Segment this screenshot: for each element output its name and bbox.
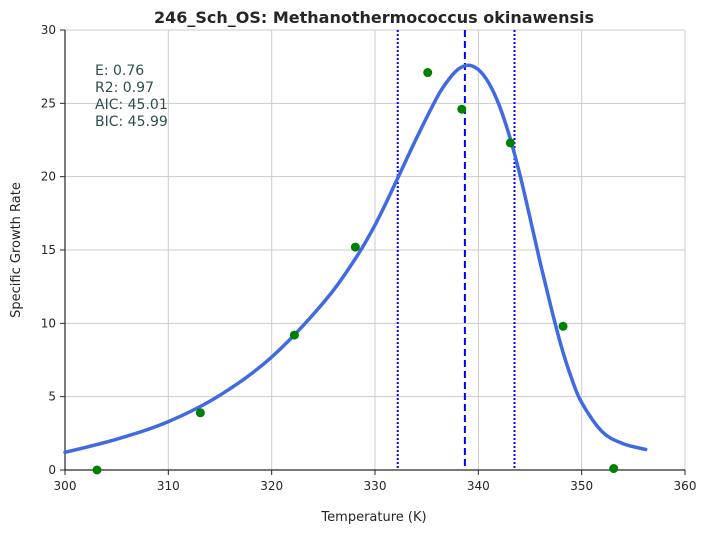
x-tick-labels: 300 310 320 330 340 350 360 xyxy=(54,479,697,493)
x-tick-label: 350 xyxy=(570,479,593,493)
y-tick-label: 20 xyxy=(41,170,56,184)
axes xyxy=(60,29,686,475)
observed-point xyxy=(92,465,102,475)
x-tick-label: 320 xyxy=(260,479,283,493)
stats-annotation: E: 0.76 R2: 0.97 AIC: 45.01 BIC: 45.99 xyxy=(95,63,168,130)
y-tick-labels: 0 5 10 15 20 25 30 xyxy=(41,23,56,477)
x-tick-label: 360 xyxy=(674,479,697,493)
observed-point xyxy=(423,68,433,78)
y-tick-label: 25 xyxy=(41,96,56,110)
x-tick-label: 330 xyxy=(364,479,387,493)
x-tick-label: 340 xyxy=(467,479,490,493)
observed-point xyxy=(558,321,568,331)
observed-point xyxy=(609,464,619,474)
x-tick-label: 300 xyxy=(54,479,77,493)
stat-aic: AIC: 45.01 xyxy=(95,97,168,113)
observed-point xyxy=(505,138,515,148)
y-tick-label: 0 xyxy=(48,463,56,477)
reference-lines xyxy=(396,30,516,470)
observed-points-layer xyxy=(92,68,619,475)
observed-point xyxy=(289,330,299,340)
observed-point xyxy=(457,104,467,114)
chart-title: 246_Sch_OS: Methanothermococcus okinawen… xyxy=(154,8,594,27)
x-tick-label: 310 xyxy=(157,479,180,493)
y-tick-label: 10 xyxy=(41,316,56,330)
y-tick-label: 15 xyxy=(41,243,56,257)
stat-r2: R2: 0.97 xyxy=(95,80,154,96)
observed-point xyxy=(195,408,205,418)
observed-point xyxy=(350,242,360,252)
y-tick-label: 30 xyxy=(41,23,56,37)
grid-lines xyxy=(64,29,686,471)
y-tick-label: 5 xyxy=(48,390,56,404)
x-axis-label: Temperature (K) xyxy=(320,510,426,525)
stat-e: E: 0.76 xyxy=(95,63,144,79)
stat-bic: BIC: 45.99 xyxy=(95,114,168,130)
y-axis-label: Specific Growth Rate xyxy=(9,182,24,318)
